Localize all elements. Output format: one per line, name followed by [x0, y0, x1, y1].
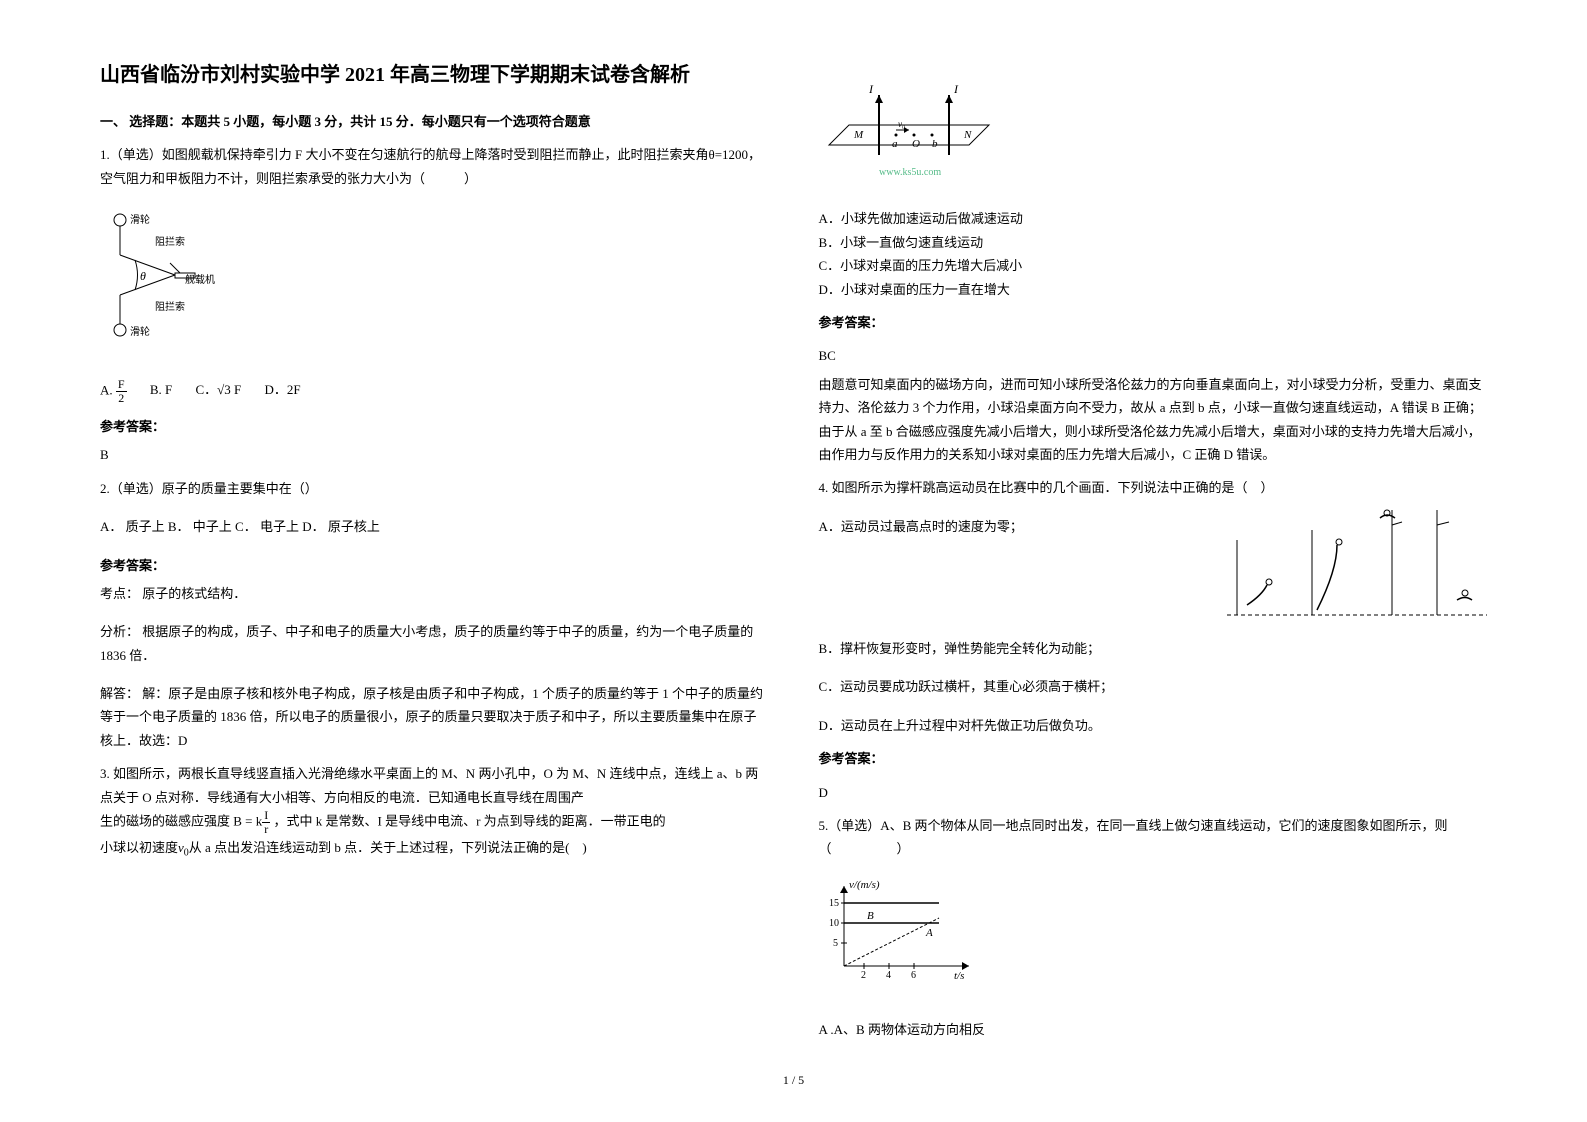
svg-text:O: O — [912, 138, 920, 150]
q2-fenxi: 分析： 根据原子的构成，质子、中子和电子的质量大小考虑，质子的质量约等于中子的质… — [100, 620, 769, 667]
svg-text:4: 4 — [886, 970, 891, 981]
left-column: 山西省临汾市刘村实验中学 2021 年高三物理下学期期末试卷含解析 一、 选择题… — [100, 60, 769, 1052]
q3-figure: I I M N a O b v₀ www.ks5u.com — [819, 75, 1019, 192]
svg-text:B: B — [867, 910, 874, 922]
q1-optC: C．√3 F — [195, 378, 241, 401]
q2-text: 2.（单选）原子的质量主要集中在（） — [100, 477, 769, 500]
q4-text: 4. 如图所示为撑杆跳高运动员在比赛中的几个画面．下列说法中正确的是（ ） — [819, 476, 1488, 499]
q1-figure: 滑轮 阻拦索 舰载机 θ 阻拦索 滑轮 — [100, 205, 220, 352]
svg-text:M: M — [853, 129, 864, 141]
q1-answer-label: 参考答案： — [100, 415, 769, 438]
q3-fig-caption: www.ks5u.com — [879, 167, 941, 178]
svg-text:N: N — [963, 129, 972, 141]
svg-text:I: I — [953, 82, 959, 96]
svg-text:阻拦索: 阻拦索 — [155, 235, 185, 248]
q5-optA: A .A、B 两物体运动方向相反 — [819, 1018, 1488, 1041]
q3-answer: BC — [819, 344, 1488, 367]
section-header: 一、 选择题：本题共 5 小题，每小题 3 分，共计 15 分．每小题只有一个选… — [100, 110, 769, 133]
q4-optB: B．撑杆恢复形变时，弹性势能完全转化为动能； — [819, 637, 1488, 660]
q1-optD: D．2F — [265, 378, 301, 401]
svg-text:阻拦索: 阻拦索 — [155, 300, 185, 313]
q4-optC: C．运动员要成功跃过横杆，其重心必须高于横杆； — [819, 675, 1488, 698]
svg-text:A: A — [925, 927, 933, 939]
q2-answer-label: 参考答案： — [100, 554, 769, 577]
svg-text:15: 15 — [829, 898, 839, 909]
q3-answer-label: 参考答案： — [819, 311, 1488, 334]
q3-text-p1: 3. 如图所示，两根长直导线竖直插入光滑绝缘水平桌面上的 M、N 两小孔中，O … — [100, 762, 769, 809]
right-column: I I M N a O b v₀ www.ks5u.com A．小球先做加速运动… — [819, 60, 1488, 1052]
q4-figure — [1227, 500, 1487, 637]
svg-text:10: 10 — [829, 918, 839, 929]
q5-text: 5.（单选）A、B 两个物体从同一地点同时出发，在同一直线上做匀速直线运动，它们… — [819, 814, 1488, 861]
svg-text:滑轮: 滑轮 — [130, 325, 150, 338]
q4-answer-label: 参考答案： — [819, 747, 1488, 770]
q1-text: 1.（单选）如图舰载机保持牵引力 F 大小不变在匀速航行的航母上降落时受到阻拦而… — [100, 143, 769, 190]
svg-text:t/s: t/s — [954, 970, 964, 982]
q5-figure: v/(m/s) t/s 15 10 5 2 4 6 B — [819, 876, 979, 993]
q2-options: A． 质子上 B． 中子上 C． 电子上 D． 原子核上 — [100, 515, 769, 538]
svg-text:6: 6 — [911, 970, 916, 981]
q2-jieda: 解答： 解：原子是由原子核和核外电子构成，原子核是由质子和中子构成，1 个质子的… — [100, 682, 769, 752]
exam-title: 山西省临汾市刘村实验中学 2021 年高三物理下学期期末试卷含解析 — [100, 60, 769, 90]
question-5: 5.（单选）A、B 两个物体从同一地点同时出发，在同一直线上做匀速直线运动，它们… — [819, 814, 1488, 1042]
svg-text:滑轮: 滑轮 — [130, 213, 150, 226]
svg-text:I: I — [868, 82, 874, 96]
q3-optD: D．小球对桌面的压力一直在增大 — [819, 278, 1488, 301]
q3-text-p3: 小球以初速度v0从 a 点出发沿连线运动到 b 点．关于上述过程，下列说法正确的… — [100, 836, 769, 863]
svg-text:5: 5 — [833, 938, 838, 949]
q1-optA: A. F 2 — [100, 378, 127, 405]
svg-text:b: b — [932, 138, 938, 150]
question-4: 4. 如图所示为撑杆跳高运动员在比赛中的几个画面．下列说法中正确的是（ ） — [819, 476, 1488, 804]
q1-optB: B. F — [150, 378, 172, 401]
question-1: 1.（单选）如图舰载机保持牵引力 F 大小不变在匀速航行的航母上降落时受到阻拦而… — [100, 143, 769, 466]
q3-optA: A．小球先做加速运动后做减速运动 — [819, 207, 1488, 230]
q4-answer: D — [819, 781, 1488, 804]
question-2: 2.（单选）原子的质量主要集中在（） A． 质子上 B． 中子上 C． 电子上 … — [100, 477, 769, 753]
q3-optB: B．小球一直做匀速直线运动 — [819, 231, 1488, 254]
svg-text:舰载机: 舰载机 — [185, 273, 215, 286]
q4-optD: D．运动员在上升过程中对杆先做正功后做负功。 — [819, 714, 1488, 737]
question-3: 3. 如图所示，两根长直导线竖直插入光滑绝缘水平桌面上的 M、N 两小孔中，O … — [100, 762, 769, 863]
page-number: 1 / 5 — [783, 1070, 804, 1092]
svg-text:v/(m/s): v/(m/s) — [849, 879, 880, 891]
svg-text:θ: θ — [140, 269, 146, 283]
svg-text:2: 2 — [861, 970, 866, 981]
q3-optC: C．小球对桌面的压力先增大后减小 — [819, 254, 1488, 277]
svg-text:v₀: v₀ — [898, 119, 905, 129]
q3-text-p2: 生的磁场的磁感应强度 B = kIr ，式中 k 是常数、I 是导线中电流、r … — [100, 809, 769, 836]
q1-answer: B — [100, 443, 769, 466]
svg-text:a: a — [892, 138, 898, 150]
q3-explain: 由题意可知桌面内的磁场方向，进而可知小球所受洛伦兹力的方向垂直桌面向上，对小球受… — [819, 373, 1488, 467]
q2-kaodian: 考点： 原子的核式结构． — [100, 582, 769, 605]
q1-options: A. F 2 B. F C．√3 F D．2F — [100, 378, 769, 405]
